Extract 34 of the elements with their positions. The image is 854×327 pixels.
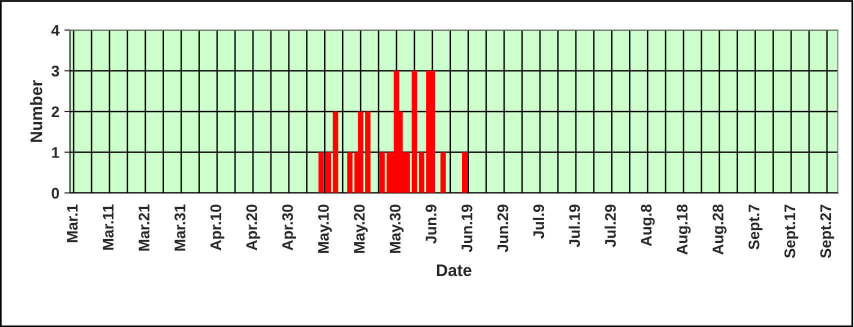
x-tick-label: Mar.31 <box>174 204 186 251</box>
x-tick-label: Sept.7 <box>748 204 762 250</box>
x-tick-label: Aug.8 <box>640 204 655 246</box>
y-axis-title: Number <box>30 80 42 142</box>
x-tick-label: Aug.18 <box>676 204 691 255</box>
y-tick-label: 3 <box>51 66 60 77</box>
x-tick-label: May.30 <box>390 204 404 253</box>
x-tick-label: Jun.29 <box>497 204 508 252</box>
y-tick-label: 4 <box>51 25 60 36</box>
x-tick-label: Aug.28 <box>712 204 727 255</box>
x-tick-label: Jul.19 <box>568 204 580 248</box>
x-tick-label: Apr.30 <box>282 204 296 250</box>
x-tick-label: Jun.9 <box>426 204 436 244</box>
bar <box>347 152 353 193</box>
x-tick-label: Sept.17 <box>784 204 798 258</box>
y-tick-label: 1 <box>52 147 60 158</box>
x-tick-label: Jul.9 <box>532 204 544 239</box>
x-tick-label: Apr.10 <box>210 204 224 250</box>
y-tick-label: 2 <box>52 106 59 118</box>
x-tick-label: May.10 <box>318 204 332 253</box>
x-tick-label: Jun.19 <box>462 204 472 252</box>
bar <box>440 152 446 193</box>
bar <box>332 112 338 193</box>
bar <box>462 152 468 193</box>
bar <box>430 70 436 193</box>
x-tick-label: Mar.1 <box>67 204 78 242</box>
x-tick-label: Sept.27 <box>820 204 834 258</box>
y-tick-label: 0 <box>52 188 59 199</box>
x-tick-label: Apr.20 <box>246 204 260 250</box>
x-tick-label: Jul.29 <box>604 204 616 248</box>
x-tick-label: Mar.21 <box>138 204 150 251</box>
x-axis-title: Date <box>436 264 472 276</box>
x-tick-label: May.20 <box>354 204 368 253</box>
x-tick-label: Mar.11 <box>102 204 114 250</box>
